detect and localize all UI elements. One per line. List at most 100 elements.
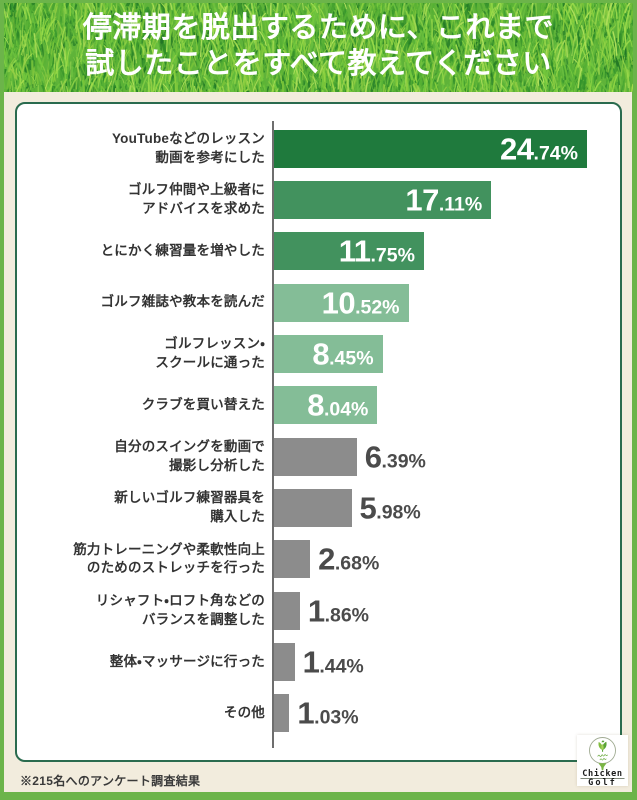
value-integer-part: 17 <box>405 182 439 218</box>
value-integer-part: 11 <box>338 233 371 269</box>
bar-zone: 11.75% <box>274 226 620 277</box>
category-label: リシャフト・ロフト角などの バランスを調整した <box>95 593 265 627</box>
logo-brand-top: Chicken <box>582 768 622 779</box>
logo-brand-bottom: Golf <box>588 778 617 786</box>
bar-zone: 24.74% <box>274 123 620 174</box>
bar <box>274 334 383 373</box>
chart-row: 筋力トレーニングや柔軟性向上 のためのストレッチを行った 2.68% <box>17 534 620 585</box>
value-label: 10.52% <box>322 287 400 318</box>
bar <box>274 642 295 681</box>
bar <box>274 540 311 579</box>
value-label: 1.03% <box>297 698 358 729</box>
value-label: 17.11% <box>405 184 482 215</box>
chart-row: 新しいゴルフ練習器具を 購入した 5.98% <box>17 482 620 533</box>
value-integer-part: 8 <box>307 387 324 423</box>
logo-tee-icon <box>598 763 607 771</box>
value-integer-part: 5 <box>359 490 377 526</box>
chart-row: 自分のスイングを動画で 撮影し分析した 6.39% <box>17 431 620 482</box>
value-label: 8.45% <box>312 338 373 369</box>
chart-row: ゴルフ仲間や上級者に アドバイスを求めた 17.11% <box>17 174 620 225</box>
value-label: 6.39% <box>365 441 426 472</box>
chart-row: クラブを買い替えた 8.04% <box>17 380 620 431</box>
value-decimal-part: .39% <box>381 450 426 473</box>
value-label: 8.04% <box>307 390 368 421</box>
category-label: とにかく練習量を増やした <box>100 243 265 259</box>
category-label: その他 <box>223 705 265 721</box>
value-integer-part: 24 <box>500 131 534 167</box>
value-integer-part: 1 <box>302 644 320 680</box>
chicken-golf-logo-graphic: Chicken Golf <box>580 737 625 786</box>
bar <box>274 283 409 322</box>
page-title-line-1: 停滞期を脱出するために、これまで <box>82 12 555 44</box>
value-decimal-part: .75% <box>370 244 415 267</box>
value-decimal-part: .52% <box>355 296 400 319</box>
bar-zone: 1.86% <box>274 585 620 636</box>
category-label: 新しいゴルフ練習器具を 購入した <box>114 490 265 524</box>
logo-script-text <box>597 754 608 761</box>
bar <box>274 180 492 219</box>
grass-texture-graphic <box>4 3 633 92</box>
value-decimal-part: .74% <box>533 142 578 165</box>
value-integer-part: 8 <box>312 336 330 372</box>
bar <box>274 129 587 168</box>
chart-row: ゴルフ雑誌や教本を読んだ 10.52% <box>17 277 620 328</box>
bar <box>274 694 290 733</box>
bar-zone: 8.04% <box>274 380 620 431</box>
category-label: ゴルフ仲間や上級者に アドバイスを求めた <box>128 182 265 216</box>
value-label: 24.74% <box>500 133 578 164</box>
page-title: 停滞期を脱出するために、これまで 試したことをすべて教えてください <box>0 10 637 82</box>
value-integer-part: 10 <box>321 285 356 321</box>
chart-axis-line <box>272 121 274 748</box>
survey-note: ※215名へのアンケート調査結果 <box>20 774 201 788</box>
value-label: 1.86% <box>308 595 369 626</box>
bar-zone: 10.52% <box>274 277 620 328</box>
bar <box>274 232 424 271</box>
page-title-line-2: 試したことをすべて教えてください <box>85 48 552 80</box>
chart-row: ゴルフレッスン・ スクールに通った 8.45% <box>17 328 620 379</box>
value-decimal-part: .86% <box>324 604 370 627</box>
value-decimal-part: .45% <box>329 347 374 370</box>
bar <box>274 488 352 527</box>
value-decimal-part: .98% <box>376 501 421 524</box>
bar-zone: 2.68% <box>274 534 620 585</box>
grass-header-texture <box>4 3 633 92</box>
chart-row: リシャフト・ロフト角などの バランスを調整した 1.86% <box>17 585 620 636</box>
bar <box>274 386 378 425</box>
value-decimal-part: .11% <box>438 193 483 216</box>
bar-zone: 1.03% <box>274 688 620 739</box>
chart-card: YouTubeなどのレッスン 動画を参考にした 24.74% ゴルフ仲間や上級者に… <box>15 102 622 762</box>
bar-zone: 5.98% <box>274 482 620 533</box>
bar-zone: 17.11% <box>274 174 620 225</box>
chicken-golf-logo: Chicken Golf <box>577 735 628 786</box>
value-label: 11.75% <box>339 236 415 267</box>
bar <box>274 591 300 630</box>
category-label: 整体・マッサージに行った <box>109 653 265 669</box>
category-label: クラブを買い替えた <box>141 397 265 413</box>
bar-zone: 6.39% <box>274 431 620 482</box>
value-decimal-part: .04% <box>323 398 369 421</box>
value-decimal-part: .03% <box>314 706 359 729</box>
value-label: 2.68% <box>318 544 379 575</box>
chart-row: 整体・マッサージに行った 1.44% <box>17 636 620 687</box>
chart-row: その他 1.03% <box>17 688 620 739</box>
chart-row: とにかく練習量を増やした 11.75% <box>17 226 620 277</box>
value-integer-part: 1 <box>297 695 315 731</box>
category-label: ゴルフレッスン・ スクールに通った <box>155 336 265 370</box>
bar-zone: 1.44% <box>274 636 620 687</box>
bar <box>274 437 357 476</box>
logo-chicken-icon <box>598 740 607 752</box>
value-integer-part: 1 <box>307 593 325 629</box>
value-decimal-part: .44% <box>319 655 364 678</box>
value-label: 1.44% <box>303 646 364 677</box>
category-label: 自分のスイングを動画で 撮影し分析した <box>114 439 265 473</box>
value-integer-part: 6 <box>364 439 382 475</box>
category-label: YouTubeなどのレッスン 動画を参考にした <box>111 131 265 165</box>
bar-zone: 8.45% <box>274 328 620 379</box>
value-decimal-part: .68% <box>334 552 380 575</box>
chart-row: YouTubeなどのレッスン 動画を参考にした 24.74% <box>17 123 620 174</box>
bar-chart: YouTubeなどのレッスン 動画を参考にした 24.74% ゴルフ仲間や上級者に… <box>17 123 620 739</box>
value-label: 5.98% <box>360 492 421 523</box>
value-integer-part: 2 <box>318 541 335 577</box>
category-label: ゴルフ雑誌や教本を読んだ <box>100 294 265 310</box>
